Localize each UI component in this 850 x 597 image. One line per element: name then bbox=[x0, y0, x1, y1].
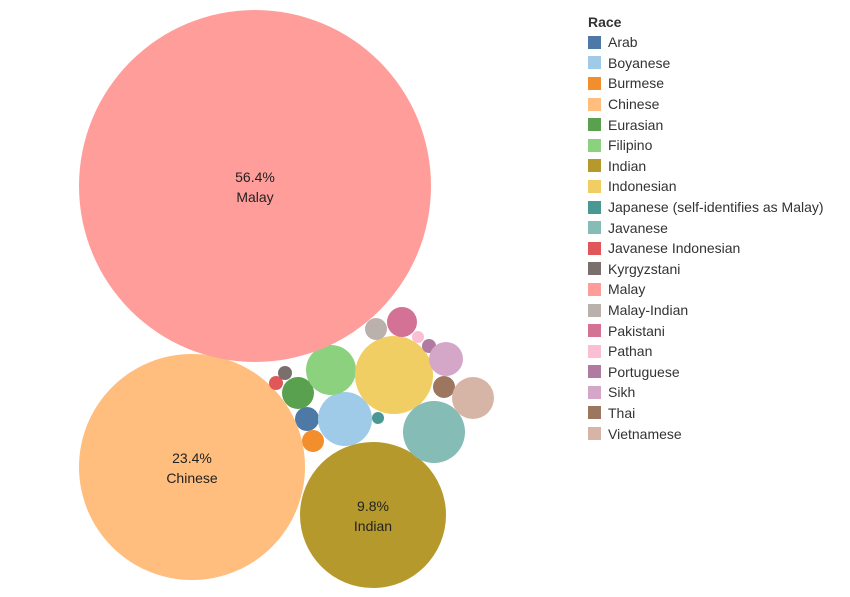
legend-swatch bbox=[588, 406, 601, 420]
legend-item-malay-indian[interactable]: Malay-Indian bbox=[588, 300, 824, 321]
legend-label: Vietnamese bbox=[608, 425, 682, 442]
legend-item-thai[interactable]: Thai bbox=[588, 403, 824, 424]
bubble-malay[interactable] bbox=[79, 10, 431, 362]
legend-swatch bbox=[588, 365, 601, 379]
legend-item-arab[interactable]: Arab bbox=[588, 32, 824, 53]
bubble-indian[interactable] bbox=[300, 442, 446, 588]
legend-item-kyrgyzstani[interactable]: Kyrgyzstani bbox=[588, 259, 824, 280]
bubble-category-label-malay: Malay bbox=[236, 189, 273, 205]
bubble-value-label-malay: 56.4% bbox=[235, 169, 275, 185]
legend-swatch bbox=[588, 427, 601, 441]
bubble-burmese[interactable] bbox=[302, 430, 324, 452]
bubble-eurasian[interactable] bbox=[282, 377, 314, 409]
legend-item-javanese-indonesian[interactable]: Javanese Indonesian bbox=[588, 238, 824, 259]
bubble-arab[interactable] bbox=[295, 407, 319, 431]
bubble-vietnamese[interactable] bbox=[452, 377, 494, 419]
legend-item-javanese[interactable]: Javanese bbox=[588, 217, 824, 238]
bubble-chinese[interactable] bbox=[79, 354, 305, 580]
legend-label: Portuguese bbox=[608, 363, 680, 380]
legend-label: Sikh bbox=[608, 384, 636, 401]
bubble-thai[interactable] bbox=[433, 376, 455, 398]
legend-item-filipino[interactable]: Filipino bbox=[588, 135, 824, 156]
bubble-kyrgyzstani[interactable] bbox=[278, 366, 292, 380]
legend-swatch bbox=[588, 241, 601, 255]
legend-label: Javanese bbox=[608, 219, 668, 236]
legend-label: Pathan bbox=[608, 343, 653, 360]
legend-label: Pakistani bbox=[608, 322, 665, 339]
legend-swatch bbox=[588, 76, 601, 90]
legend-label: Indonesian bbox=[608, 178, 677, 195]
legend-label: Eurasian bbox=[608, 116, 664, 133]
legend-label: Kyrgyzstani bbox=[608, 260, 681, 277]
legend-swatch bbox=[588, 262, 601, 276]
legend-label: Malay-Indian bbox=[608, 302, 689, 319]
legend-item-indian[interactable]: Indian bbox=[588, 156, 824, 177]
legend-label: Chinese bbox=[608, 96, 660, 113]
legend-swatch bbox=[588, 385, 601, 399]
legend-item-eurasian[interactable]: Eurasian bbox=[588, 114, 824, 135]
legend-item-indonesian[interactable]: Indonesian bbox=[588, 176, 824, 197]
bubble-value-label-indian: 9.8% bbox=[357, 498, 389, 514]
legend-label: Burmese bbox=[608, 75, 665, 92]
legend-item-malay[interactable]: Malay bbox=[588, 279, 824, 300]
legend-item-pakistani[interactable]: Pakistani bbox=[588, 320, 824, 341]
legend-swatch bbox=[588, 118, 601, 132]
legend-swatch bbox=[588, 324, 601, 338]
legend-label: Japanese (self-identifies as Malay) bbox=[608, 199, 824, 216]
legend-item-burmese[interactable]: Burmese bbox=[588, 73, 824, 94]
legend-item-pathan[interactable]: Pathan bbox=[588, 341, 824, 362]
bubble-japanese-self-identifies-as-malay[interactable] bbox=[372, 412, 384, 424]
legend-item-sikh[interactable]: Sikh bbox=[588, 382, 824, 403]
bubble-pathan[interactable] bbox=[412, 331, 424, 343]
legend-label: Arab bbox=[608, 34, 638, 51]
legend-title: Race bbox=[588, 14, 622, 30]
legend-item-vietnamese[interactable]: Vietnamese bbox=[588, 423, 824, 444]
bubble-sikh[interactable] bbox=[429, 342, 463, 376]
legend-swatch bbox=[588, 97, 601, 111]
legend-label: Javanese Indonesian bbox=[608, 240, 741, 257]
legend-label: Indian bbox=[608, 157, 647, 174]
legend-item-boyanese[interactable]: Boyanese bbox=[588, 53, 824, 74]
legend-swatch bbox=[588, 56, 601, 70]
legend-swatch bbox=[588, 179, 601, 193]
legend-item-chinese[interactable]: Chinese bbox=[588, 94, 824, 115]
bubble-indonesian[interactable] bbox=[355, 336, 433, 414]
legend-swatch bbox=[588, 303, 601, 317]
legend-swatch bbox=[588, 282, 601, 296]
legend-label: Malay bbox=[608, 281, 646, 298]
legend-label: Thai bbox=[608, 404, 636, 421]
bubble-malay-indian[interactable] bbox=[365, 318, 387, 340]
bubble-value-label-chinese: 23.4% bbox=[172, 450, 212, 466]
bubble-category-label-indian: Indian bbox=[354, 518, 392, 534]
bubble-pakistani[interactable] bbox=[387, 307, 417, 337]
bubble-boyanese[interactable] bbox=[318, 392, 372, 446]
bubble-chart: 23.4% Chinese 9.8% Indian 56.4% Malay bbox=[79, 10, 494, 588]
legend-swatch bbox=[588, 35, 601, 49]
legend-swatch bbox=[588, 221, 601, 235]
legend-swatch bbox=[588, 159, 601, 173]
bubble-javanese-indonesian[interactable] bbox=[269, 376, 283, 390]
legend-label: Filipino bbox=[608, 137, 653, 154]
bubble-category-label-chinese: Chinese bbox=[166, 470, 218, 486]
legend-item-portuguese[interactable]: Portuguese bbox=[588, 362, 824, 383]
bubble-javanese[interactable] bbox=[403, 401, 465, 463]
legend-label: Boyanese bbox=[608, 54, 671, 71]
legend-swatch bbox=[588, 344, 601, 358]
legend-item-japanese-self-identifies-as-malay[interactable]: Japanese (self-identifies as Malay) bbox=[588, 197, 824, 218]
legend-swatch bbox=[588, 138, 601, 152]
legend-swatch bbox=[588, 200, 601, 214]
legend: Race Arab Boyanese Burmese Chinese Eurasian F… bbox=[588, 12, 824, 444]
bubble-filipino[interactable] bbox=[306, 345, 356, 395]
